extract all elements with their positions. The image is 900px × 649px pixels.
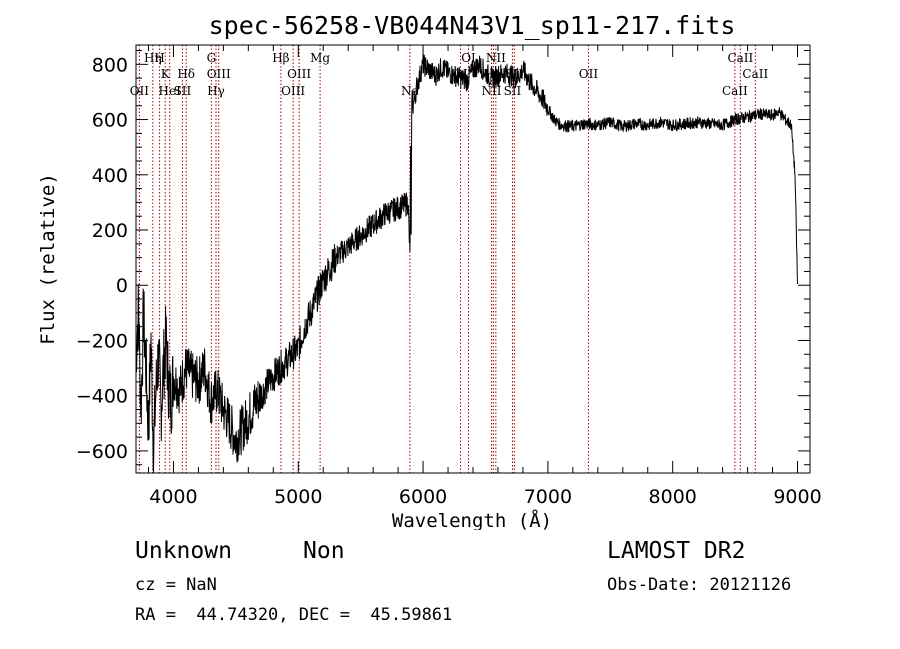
line-label-18: NII — [486, 51, 506, 65]
y-tick-label-4: 200 — [92, 220, 128, 242]
line-label-2: H — [154, 51, 164, 65]
line-label-5: SII — [174, 84, 192, 98]
line-label-16: OI — [461, 51, 476, 65]
chart-title: spec-56258-VB044N43V1_sp11-217.fits — [209, 11, 736, 40]
line-label-11: OIII — [281, 84, 305, 98]
spectrum-chart: spec-56258-VB044N43V1_sp11-217.fits 4000… — [37, 11, 822, 530]
spectrum-line-group — [135, 54, 798, 474]
object-class: Unknown — [135, 538, 232, 564]
axes: 4000 5000 6000 7000 8000 9000 −600 −400 −200 0 200… — [76, 44, 822, 508]
line-label-12: OIII — [287, 67, 311, 81]
y-tick-label-3: 0 — [116, 275, 128, 297]
line-label-17: NII — [481, 84, 501, 98]
y-tick-label-5: 400 — [92, 165, 128, 187]
spectrum-line — [135, 54, 798, 474]
y-tick-label-7: 800 — [92, 54, 128, 76]
plot-frame — [135, 44, 811, 474]
line-label-4: HeI — [159, 84, 182, 98]
line-label-8: OIII — [207, 67, 231, 81]
x-tick-label-2: 6000 — [399, 486, 447, 508]
line-label-19: Hα — [484, 67, 503, 81]
x-tick-label-1: 5000 — [274, 486, 322, 508]
line-label-7: G — [207, 51, 217, 65]
line-label-9: Hγ — [207, 84, 225, 98]
line-label-6: Hδ — [177, 67, 195, 81]
x-tick-label-5: 9000 — [773, 486, 821, 508]
y-tick-label-2: −200 — [76, 330, 128, 352]
y-axis-label: Flux (relative) — [37, 173, 59, 345]
line-label-14: Na — [401, 84, 419, 98]
x-tick-label-4: 8000 — [649, 486, 697, 508]
line-markers — [138, 45, 756, 473]
line-label-0: OII — [130, 84, 150, 98]
x-axis-label: Wavelength (Å) — [392, 509, 552, 530]
y-tick-label-1: −400 — [76, 386, 128, 408]
obs-date: Obs-Date: 20121126 — [607, 575, 792, 595]
y-tick-label-6: 600 — [92, 110, 128, 132]
line-label-25: CaII — [742, 67, 768, 81]
object-subclass: Non — [303, 538, 345, 564]
y-tick-label-0: −600 — [76, 441, 128, 463]
line-label-24: CaII — [727, 51, 753, 65]
line-label-21: SII — [505, 67, 523, 81]
line-labels: OIIHηHKHeISIIHδGOIIIHγHβOIIIOIIIMgNaOIOI… — [130, 51, 769, 98]
line-label-10: Hβ — [272, 51, 289, 65]
line-label-13: Mg — [310, 51, 330, 65]
survey-name: LAMOST DR2 — [607, 538, 746, 564]
line-label-1: Hη — [144, 51, 162, 65]
line-label-20: SII — [504, 84, 522, 98]
line-label-22: OII — [579, 67, 599, 81]
line-label-23: CaII — [722, 84, 748, 98]
line-label-15: OI — [453, 67, 468, 81]
line-label-3: K — [161, 67, 171, 81]
x-tick-label-3: 7000 — [524, 486, 572, 508]
x-tick-label-0: 4000 — [149, 486, 197, 508]
redshift-cz: cz = NaN — [135, 575, 217, 595]
coordinates: RA = 44.74320, DEC = 45.59861 — [135, 605, 453, 625]
